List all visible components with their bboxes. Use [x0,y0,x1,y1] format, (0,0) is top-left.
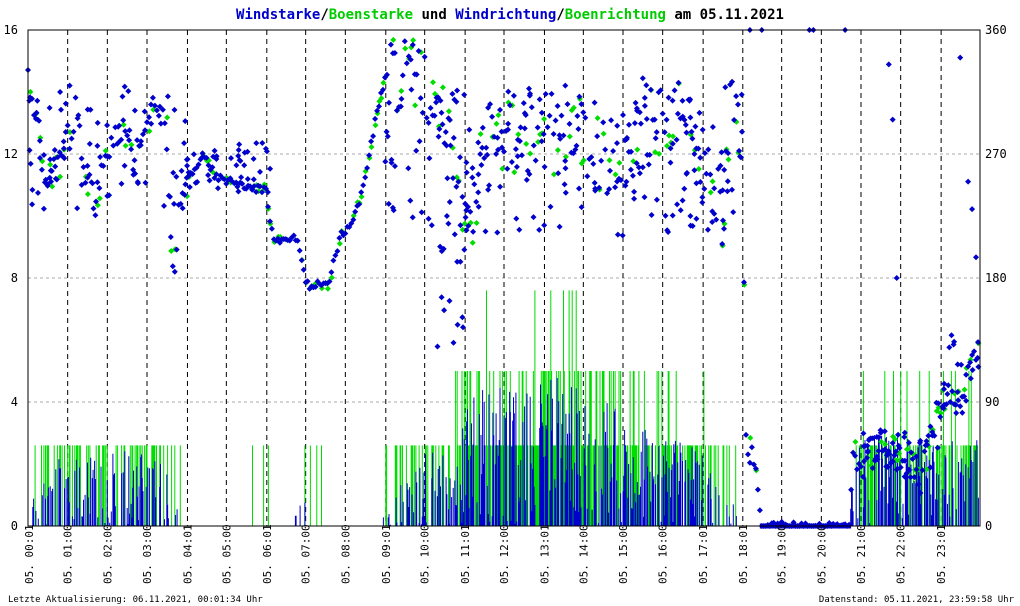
x-tick-2: 05. 02:00 [101,524,114,584]
x-tick-12: 05. 12:00 [498,524,511,584]
y-right-tick-0: 0 [985,519,992,533]
x-tick-20: 05. 20:00 [815,524,828,584]
plot-frame [27,29,981,527]
title-part-6: Boenrichtung [565,7,666,23]
x-tick-15: 05. 15:00 [617,524,630,584]
title-part-7: am 05.11.2021 [666,7,784,23]
y-left-tick-3: 12 [4,147,18,161]
title-part-1: / [320,7,328,23]
x-tick-0: 05. 00:01 [23,524,36,584]
title-part-4: Windrichtung [455,7,556,23]
title-part-5: / [556,7,564,23]
y-left-tick-1: 4 [11,395,18,409]
x-tick-14: 05. 14:00 [577,524,590,584]
y-left-tick-4: 16 [4,23,18,37]
x-tick-19: 05. 19:00 [776,524,789,584]
x-tick-8: 05. 08:00 [339,524,352,584]
x-tick-23: 05. 23:01 [935,524,948,584]
gust-speed-series [34,290,981,526]
x-tick-6: 05. 06:01 [261,524,274,584]
x-tick-21: 05. 21:00 [855,524,868,584]
title-part-0: Windstarke [236,7,320,23]
y-axis-left: 0 4 8 12 16 [4,23,18,533]
y-axis-right: 0 90 180 270 360 [985,23,1007,533]
title-part-3: und [413,7,455,23]
y-left-tick-0: 0 [11,519,18,533]
x-tick-10: 05. 10:00 [419,524,432,584]
y-right-tick-1: 90 [985,395,999,409]
x-tick-18: 05. 18:01 [737,524,750,584]
x-tick-4: 05. 04:01 [181,524,194,584]
x-tick-3: 05. 03:00 [141,524,154,584]
footer-last-update: Letzte Aktualisierung: 06.11.2021, 00:01… [8,595,263,605]
y-right-tick-4: 360 [985,23,1007,37]
x-tick-7: 05. 07:00 [300,524,313,584]
x-tick-11: 05. 11:01 [459,524,472,584]
plot-border [27,29,981,527]
x-tick-16: 05. 16:00 [657,524,670,584]
x-tick-13: 05. 13:01 [538,524,551,584]
footer-data-status: Datenstand: 05.11.2021, 23:59:58 Uhr [818,595,1014,605]
x-tick-5: 05. 05:00 [220,524,233,584]
x-tick-17: 05. 17:01 [697,524,710,584]
chart-title: Windstarke/Boenstarke und Windrichtung/B… [236,7,784,23]
title-part-2: Boenstarke [329,7,413,23]
x-tick-1: 05. 01:00 [62,524,75,584]
wind-speed-series [32,377,981,526]
speed-series [32,290,981,526]
y-right-tick-3: 270 [985,147,1007,161]
y-left-tick-2: 8 [11,271,18,285]
y-right-tick-2: 180 [985,271,1007,285]
x-tick-9: 05. 09:01 [380,524,393,584]
x-axis: 05. 00:01 05. 01:00 05. 02:00 05. 03:00 05. … [23,524,948,584]
x-tick-22: 05. 22:00 [895,524,908,584]
